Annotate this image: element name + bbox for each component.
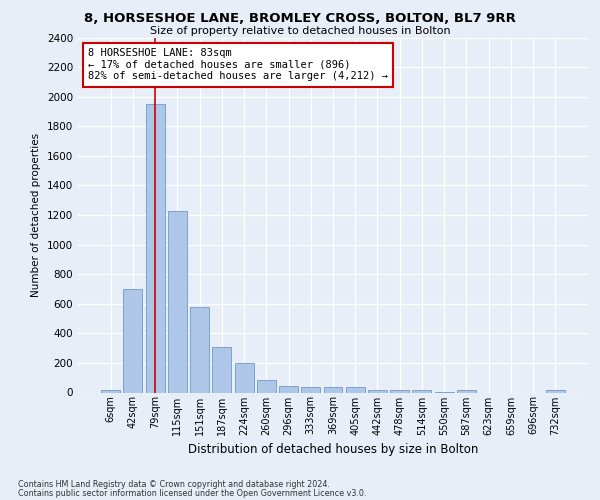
Bar [368,390,387,392]
Bar [168,212,187,392]
Bar [146,104,164,393]
Bar [257,380,276,392]
X-axis label: Distribution of detached houses by size in Bolton: Distribution of detached houses by size … [188,443,478,456]
Bar [390,390,409,392]
Y-axis label: Number of detached properties: Number of detached properties [31,133,41,297]
Text: 8 HORSESHOE LANE: 83sqm
← 17% of detached houses are smaller (896)
82% of semi-d: 8 HORSESHOE LANE: 83sqm ← 17% of detache… [88,48,388,82]
Text: Size of property relative to detached houses in Bolton: Size of property relative to detached ho… [149,26,451,36]
Bar [546,390,565,392]
Bar [412,390,431,392]
Text: Contains public sector information licensed under the Open Government Licence v3: Contains public sector information licen… [18,488,367,498]
Bar [124,289,142,393]
Bar [301,387,320,392]
Bar [346,388,365,392]
Text: Contains HM Land Registry data © Crown copyright and database right 2024.: Contains HM Land Registry data © Crown c… [18,480,330,489]
Bar [323,388,343,392]
Bar [212,348,231,393]
Bar [235,363,254,392]
Bar [190,308,209,392]
Text: 8, HORSESHOE LANE, BROMLEY CROSS, BOLTON, BL7 9RR: 8, HORSESHOE LANE, BROMLEY CROSS, BOLTON… [84,12,516,26]
Bar [101,390,120,392]
Bar [279,386,298,392]
Bar [457,390,476,392]
